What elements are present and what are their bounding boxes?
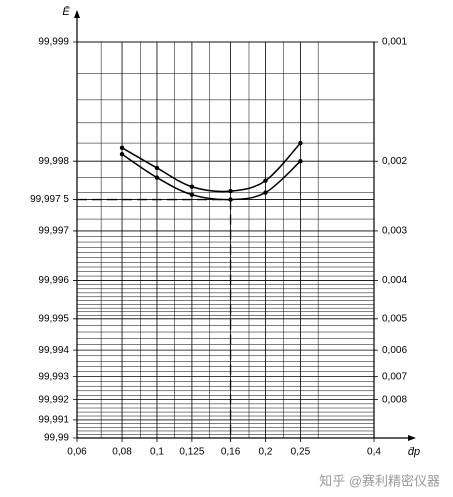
x-tick-label: 0,08 (112, 447, 132, 458)
point (263, 190, 268, 195)
y2-tick-label: 0,006 (382, 345, 407, 356)
point (119, 151, 125, 157)
point (154, 175, 160, 180)
watermark: 知乎 @赛利精密仪器 (319, 473, 440, 488)
y-tick-label: 99,992 (38, 394, 69, 405)
y-tick-label: 99,999 (38, 37, 69, 48)
y-axis-label: Ē (62, 6, 70, 18)
point (228, 188, 233, 194)
y2-tick-label: 0,003 (382, 226, 407, 237)
curve (121, 153, 301, 201)
point (154, 165, 160, 171)
y2-tick-label: 0,008 (382, 394, 407, 405)
y-tick-label: 99,991 (38, 415, 69, 426)
x-tick-label: 0,06 (67, 447, 87, 458)
y-tick-label: 99,997 (38, 226, 69, 237)
point (298, 140, 303, 146)
point (189, 184, 195, 189)
y-tick-label: 99,998 (38, 156, 69, 167)
x-tick-label: 0,1 (150, 447, 164, 458)
y-tick-label: 99,997 5 (30, 194, 69, 205)
y-tick-label: 99,99 (44, 433, 69, 444)
point (263, 178, 268, 183)
y2-tick-label: 0,005 (382, 313, 407, 324)
x-tick-label: 0,2 (259, 447, 273, 458)
y-tick-label: 99,994 (38, 345, 69, 356)
y2-tick-label: 0,004 (382, 275, 407, 286)
x-axis-label: d̄p (408, 446, 420, 458)
x-tick-label: 0,4 (367, 447, 381, 458)
y2-tick-label: 0,007 (382, 371, 407, 382)
point (189, 192, 195, 197)
point (119, 145, 125, 150)
y-tick-label: 99,993 (38, 371, 69, 382)
y2-tick-label: 0,002 (382, 156, 407, 167)
y-axis-arrow (74, 10, 80, 18)
curve (121, 142, 301, 193)
x-tick-label: 0,125 (179, 447, 204, 458)
y2-tick-label: 0,001 (382, 37, 407, 48)
x-tick-label: 0,16 (221, 447, 241, 458)
x-axis-arrow (408, 435, 416, 441)
point (298, 159, 303, 164)
y-tick-label: 99,995 (38, 313, 69, 324)
y-tick-label: 99,996 (38, 275, 69, 286)
x-tick-label: 0,25 (291, 447, 311, 458)
point (228, 197, 233, 202)
